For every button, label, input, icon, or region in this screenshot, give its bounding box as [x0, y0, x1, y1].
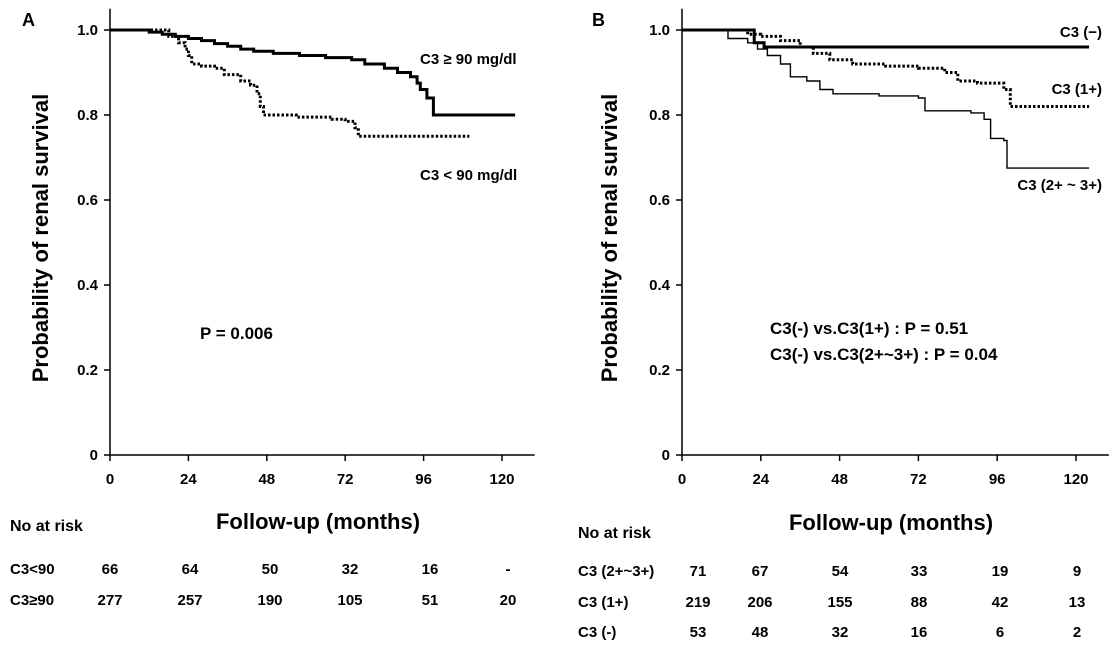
panel-b-xlabel: Follow-up (months) [789, 510, 993, 535]
panel-a-ytick-label: 0.2 [77, 362, 98, 379]
panel-b-label-1plus: C3 (1+) [1052, 81, 1102, 98]
panel-a-risk-cell: 105 [337, 592, 362, 609]
panel-a-risk-row-label: C3≥90 [10, 592, 54, 609]
panel-b-xtick-label: 24 [752, 471, 769, 488]
panel-b-ytick-label: 0.8 [649, 107, 670, 124]
panel-a-risk-cell: 277 [97, 592, 122, 609]
panel-b-risk-cell: 88 [911, 594, 928, 611]
panel-b-xtick-label: 0 [678, 471, 686, 488]
panel-a-risk-cell: - [506, 561, 511, 578]
panel-a-ytick-label: 0.6 [77, 192, 98, 209]
panel-a-risk-cell: 66 [102, 561, 119, 578]
panel-b-xtick-label: 48 [831, 471, 848, 488]
panel-b-risk-cell: 48 [752, 624, 769, 641]
panel-b-risk-cell: 67 [752, 563, 769, 580]
panel-a-series-1-line [110, 28, 470, 138]
panel-a-series-0-line [110, 28, 516, 117]
panel-b-label-neg: C3 (−) [1060, 24, 1102, 41]
panel-a-label-low: C3 < 90 mg/dl [420, 167, 517, 184]
panel-a-risk-cell: 64 [182, 561, 199, 578]
panel-a-xtick-label: 72 [337, 471, 354, 488]
panel-b-risk-row-label: C3 (-) [578, 624, 616, 641]
panel-a-risk-cell: 16 [422, 561, 439, 578]
panel-b-ytick-label: 1.0 [649, 22, 670, 39]
panel-b-xtick-label: 120 [1063, 471, 1088, 488]
panel-a-ylabel: Probability of renal survival [28, 94, 53, 383]
panel-b-risk-header: No at risk [578, 525, 651, 542]
panel-b-ytick-label: 0.6 [649, 192, 670, 209]
panel-a-risk-row-label: C3<90 [10, 561, 55, 578]
panel-a-xtick-label: 24 [180, 471, 197, 488]
panel-a-ytick-label: 1.0 [77, 22, 98, 39]
panel-a-pvalue: P = 0.006 [200, 324, 273, 343]
panel-b-risk-cell: 9 [1073, 563, 1081, 580]
panel-b-label-2to3: C3 (2+ ~ 3+) [1017, 177, 1102, 194]
panel-b-risk-cell: 32 [832, 624, 849, 641]
panel-a-xtick-label: 96 [415, 471, 432, 488]
panel-b-series-2-line [682, 29, 1090, 169]
panel-b-pvalue-2: C3(-) vs.C3(2+~3+) : P = 0.04 [770, 345, 998, 364]
panel-b-ylabel: Probability of renal survival [597, 94, 622, 383]
panel-a-risk-cell: 50 [262, 561, 279, 578]
panel-a-ytick-label: 0.4 [77, 277, 99, 294]
panel-a-ytick-label: 0.8 [77, 107, 98, 124]
panel-b-risk-cell: 42 [992, 594, 1009, 611]
panel-b-risk-cell: 155 [827, 594, 852, 611]
panel-b-ytick-label: 0 [662, 447, 670, 464]
panel-a-xlabel: Follow-up (months) [216, 509, 420, 534]
panel-b-risk-cell: 6 [996, 624, 1004, 641]
panel-b-risk-cell: 206 [747, 594, 772, 611]
panel-b-risk-cell: 53 [690, 624, 707, 641]
panel-a-xtick-label: 0 [106, 471, 114, 488]
panel-a-xtick-label: 48 [258, 471, 275, 488]
panel-b-risk-row-label: C3 (1+) [578, 594, 628, 611]
panel-b-risk-cell: 219 [685, 594, 710, 611]
panel-a-label-high: C3 ≥ 90 mg/dl [420, 51, 517, 68]
panel-b-risk-cell: 33 [911, 563, 928, 580]
panel-a-letter: A [22, 10, 35, 30]
panel-b-ytick-label: 0.2 [649, 362, 670, 379]
panel-b-xtick-label: 72 [910, 471, 927, 488]
panel-a-xtick-label: 120 [489, 471, 514, 488]
panel-a-risk-cell: 190 [257, 592, 282, 609]
panel-a-risk-cell: 20 [500, 592, 517, 609]
panel-b-pvalue-1: C3(-) vs.C3(1+) : P = 0.51 [770, 319, 968, 338]
panel-b-risk-cell: 71 [690, 563, 707, 580]
panel-a-risk-header: No at risk [10, 518, 83, 535]
panel-b-letter: B [592, 10, 605, 30]
panel-b-risk-cell: 13 [1069, 594, 1086, 611]
panel-b-risk-cell: 16 [911, 624, 928, 641]
panel-a-ytick-label: 0 [90, 447, 98, 464]
panel-b-risk-row-label: C3 (2+~3+) [578, 563, 654, 580]
panel-a-risk-cell: 257 [177, 592, 202, 609]
panel-b-risk-cell: 19 [992, 563, 1009, 580]
panel-b-ytick-label: 0.4 [649, 277, 671, 294]
panel-b-series-1-line [682, 28, 1090, 108]
panel-b-risk-cell: 54 [832, 563, 849, 580]
panel-b-xtick-label: 96 [989, 471, 1006, 488]
panel-b-risk-cell: 2 [1073, 624, 1081, 641]
panel-a-risk-cell: 32 [342, 561, 359, 578]
panel-a-risk-cell: 51 [422, 592, 439, 609]
